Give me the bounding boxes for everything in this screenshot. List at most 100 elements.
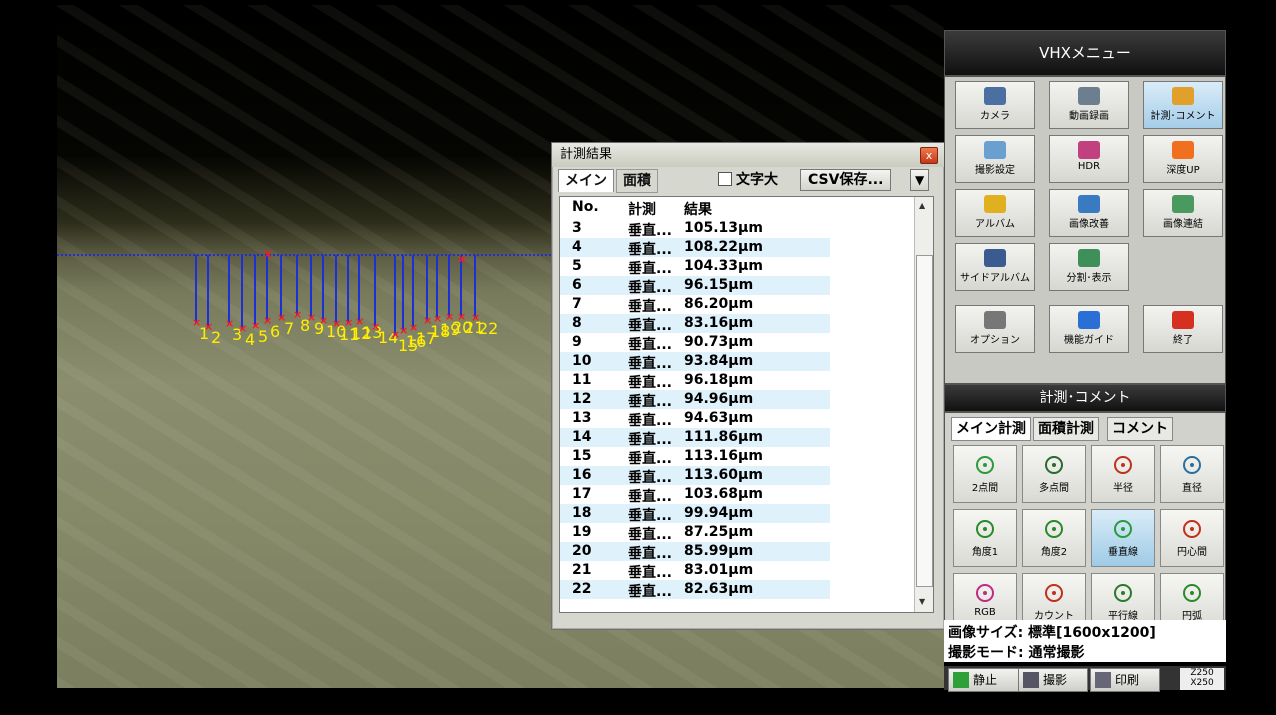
cell-no: 21	[572, 562, 592, 578]
results-list[interactable]: No. 計測 結果 3 垂直... 105.13µm 4 垂直... 108.22µm 5 垂…	[559, 196, 934, 613]
tab-main[interactable]: メイン	[558, 169, 614, 192]
cell-result: 96.15µm	[684, 277, 754, 293]
cell-result: 83.16µm	[684, 315, 754, 331]
menu-button-power[interactable]: 終了	[1143, 305, 1223, 353]
tool-button-two-point[interactable]: 2点間	[953, 445, 1017, 503]
menu-button-tools[interactable]: オプション	[955, 305, 1035, 353]
tab-comment[interactable]: コメント	[1107, 417, 1173, 441]
rgb-icon	[976, 584, 994, 602]
capture-label: 撮影	[1043, 673, 1068, 687]
tab-main-measure[interactable]: メイン計測	[951, 417, 1031, 441]
csv-save-button[interactable]: CSV保存...	[800, 169, 892, 191]
measurement-label: 11	[339, 325, 359, 344]
measurement-results-window[interactable]: 計測結果 x メイン 面積 文字大 CSV保存... ▼ No. 計測 結果 3…	[551, 142, 945, 630]
menu-button-help[interactable]: 機能ガイド	[1049, 305, 1129, 353]
table-row[interactable]: 13 垂直... 94.63µm	[560, 409, 830, 429]
cell-no: 19	[572, 524, 592, 540]
zoom-readout: Z250 X250	[1180, 668, 1224, 690]
menu-button-label: 機能ガイド	[1064, 335, 1114, 346]
two-point-icon	[976, 456, 994, 474]
menu-button-split-view[interactable]: 分割･表示	[1049, 243, 1129, 291]
column-measure[interactable]: 計測	[628, 202, 656, 218]
tab-area-measure[interactable]: 面積計測	[1033, 417, 1099, 441]
table-row[interactable]: 11 垂直... 96.18µm	[560, 371, 830, 391]
tool-button-radius[interactable]: 半径	[1091, 445, 1155, 503]
table-row[interactable]: 15 垂直... 113.16µm	[560, 447, 830, 467]
tool-button-label: 角度1	[971, 547, 999, 558]
menu-button-depth-up[interactable]: 深度UP	[1143, 135, 1223, 183]
close-icon[interactable]: x	[920, 147, 938, 164]
table-row[interactable]: 21 垂直... 83.01µm	[560, 561, 830, 581]
measurement-label: 13	[362, 323, 382, 342]
tool-button-diameter[interactable]: 直径	[1160, 445, 1224, 503]
freeze-button[interactable]: 静止	[948, 668, 1022, 692]
cell-result: 105.13µm	[684, 220, 763, 236]
table-row[interactable]: 19 垂直... 87.25µm	[560, 523, 830, 543]
tool-button-perpendicular[interactable]: 垂直線	[1091, 509, 1155, 567]
measure-section-title: 計測･コメント	[944, 384, 1226, 412]
cell-type: 垂直...	[628, 261, 672, 277]
menu-button-label: 分割･表示	[1066, 273, 1112, 284]
scroll-down-icon[interactable]: ▼	[919, 597, 926, 606]
tool-button-angle2[interactable]: 角度2	[1022, 509, 1086, 567]
menu-button-album-folder[interactable]: アルバム	[955, 189, 1035, 237]
dropdown-arrow-icon[interactable]: ▼	[910, 169, 930, 191]
cell-no: 15	[572, 448, 592, 464]
menu-button-camera[interactable]: カメラ	[955, 81, 1035, 129]
table-row[interactable]: 10 垂直... 93.84µm	[560, 352, 830, 372]
tool-button-label: カウント	[1034, 611, 1074, 622]
point-marker: ×	[307, 311, 316, 324]
menu-button-label: サイドアルバム	[960, 273, 1030, 284]
scroll-thumb[interactable]	[916, 255, 933, 587]
menu-button-label: 終了	[1173, 335, 1193, 346]
menu-button-side-album[interactable]: サイドアルバム	[955, 243, 1035, 291]
table-row[interactable]: 16 垂直... 113.60µm	[560, 466, 830, 486]
video-camera-icon	[1078, 87, 1100, 105]
table-row[interactable]: 8 垂直... 83.16µm	[560, 314, 830, 334]
capture-button[interactable]: 撮影	[1018, 668, 1088, 692]
table-row[interactable]: 18 垂直... 99.94µm	[560, 504, 830, 524]
window-titlebar[interactable]: 計測結果 x	[552, 143, 944, 167]
menu-button-video-camera[interactable]: 動画録画	[1049, 81, 1129, 129]
menu-button-image-improve[interactable]: 画像改善	[1049, 189, 1129, 237]
table-row[interactable]: 7 垂直... 86.20µm	[560, 295, 830, 315]
tool-button-circle-center[interactable]: 円心間	[1160, 509, 1224, 567]
cell-no: 20	[572, 543, 592, 559]
column-result[interactable]: 結果	[684, 202, 712, 218]
table-row[interactable]: 4 垂直... 108.22µm	[560, 238, 830, 258]
menu-button-capture-settings[interactable]: 撮影設定	[955, 135, 1035, 183]
printer-icon	[1095, 672, 1111, 688]
scroll-up-icon[interactable]: ▲	[919, 201, 926, 210]
point-marker: ×	[225, 317, 234, 330]
table-row[interactable]: 9 垂直... 90.73µm	[560, 333, 830, 353]
power-icon	[1172, 311, 1194, 329]
measurement-label: 2	[211, 328, 221, 347]
measurement-label: 15	[398, 336, 418, 355]
text-size-checkbox[interactable]	[718, 172, 732, 186]
table-row[interactable]: 22 垂直... 82.63µm	[560, 580, 830, 600]
cell-type: 垂直...	[628, 375, 672, 391]
cell-result: 113.60µm	[684, 467, 763, 483]
menu-button-hdr[interactable]: HDR	[1049, 135, 1129, 183]
column-no[interactable]: No.	[572, 199, 599, 215]
table-row[interactable]: 6 垂直... 96.15µm	[560, 276, 830, 296]
cell-type: 垂直...	[628, 546, 672, 562]
table-row[interactable]: 3 垂直... 105.13µm	[560, 219, 830, 239]
print-button[interactable]: 印刷	[1090, 668, 1160, 692]
tool-button-multi-point[interactable]: 多点間	[1022, 445, 1086, 503]
cell-no: 4	[572, 239, 582, 255]
menu-button-image-stitch[interactable]: 画像連結	[1143, 189, 1223, 237]
table-row[interactable]: 20 垂直... 85.99µm	[560, 542, 830, 562]
tool-button-angle1[interactable]: 角度1	[953, 509, 1017, 567]
table-row[interactable]: 14 垂直... 111.86µm	[560, 428, 830, 448]
tool-button-parallel[interactable]: 平行線	[1091, 573, 1155, 631]
table-row[interactable]: 17 垂直... 103.68µm	[560, 485, 830, 505]
tab-area[interactable]: 面積	[616, 169, 658, 193]
table-row[interactable]: 12 垂直... 94.96µm	[560, 390, 830, 410]
measurement-label: 20	[452, 318, 472, 337]
point-marker: ×	[251, 319, 260, 332]
vertical-scrollbar[interactable]: ▲ ▼	[914, 197, 933, 612]
menu-button-measure-comment[interactable]: 計測･コメント	[1143, 81, 1223, 129]
table-row[interactable]: 5 垂直... 104.33µm	[560, 257, 830, 277]
cell-result: 96.18µm	[684, 372, 754, 388]
